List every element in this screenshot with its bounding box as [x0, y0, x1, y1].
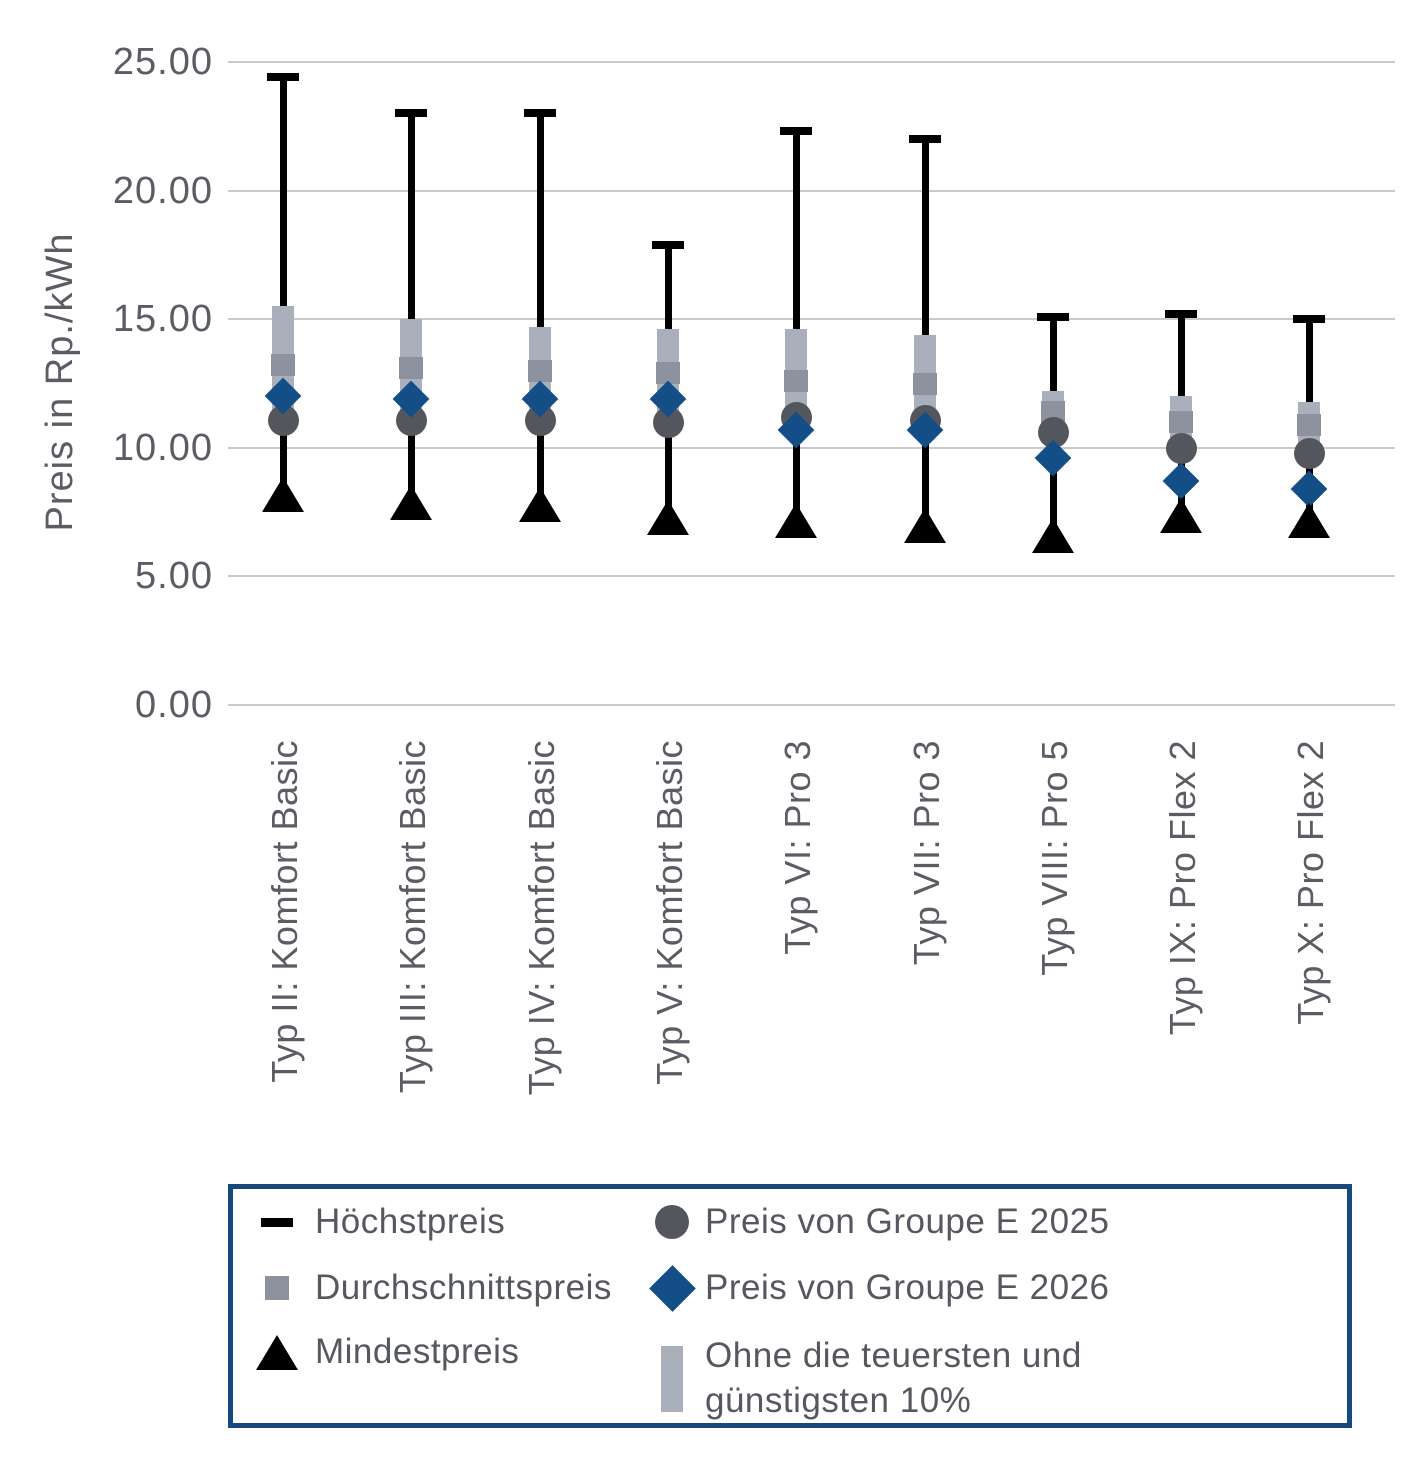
x-category-label: Typ VII: Pro 3 — [905, 740, 947, 966]
min-triangle-marker — [518, 487, 561, 523]
x-category-label: Typ IX: Pro Flex 2 — [1162, 740, 1204, 1036]
legend-label-durchschnittspreis: Durchschnittspreis — [315, 1268, 612, 1307]
band-icon — [661, 1346, 683, 1412]
gridline — [228, 189, 1395, 192]
y-tick-label: 5.00 — [135, 555, 213, 598]
y-tick-label: 25.00 — [112, 41, 213, 83]
whisker-cap — [1165, 310, 1198, 319]
min-triangle-marker — [1288, 502, 1331, 538]
avg-square-marker — [399, 357, 424, 380]
avg-square-marker — [1169, 411, 1194, 434]
x-category-label: Typ II: Komfort Basic — [264, 740, 305, 1083]
whisker-cap — [780, 127, 813, 136]
price-2026-marker — [649, 380, 687, 418]
price-2025-marker — [1166, 432, 1198, 464]
avg-square-marker — [1297, 413, 1322, 436]
diamond-icon — [649, 1265, 696, 1312]
whisker-cap — [267, 73, 299, 82]
x-category-label: Typ VIII: Pro 5 — [1033, 740, 1075, 976]
min-triangle-marker — [262, 477, 304, 513]
legend-label-preis-2025: Preis von Groupe E 2025 — [705, 1202, 1110, 1241]
price-2026-marker — [1034, 439, 1072, 477]
min-triangle-marker — [646, 500, 689, 536]
x-category-label: Typ VI: Pro 3 — [777, 740, 819, 955]
min-triangle-marker — [903, 507, 946, 543]
whisker-line — [536, 113, 544, 521]
price-2026-marker — [1162, 462, 1200, 500]
circle-icon — [655, 1205, 689, 1239]
legend-label-preis-2026: Preis von Groupe E 2026 — [705, 1268, 1110, 1307]
x-category-label: Typ IV: Komfort Basic — [520, 740, 562, 1096]
min-triangle-marker — [390, 484, 433, 520]
dash-icon — [261, 1218, 293, 1227]
whisker-cap — [395, 109, 428, 118]
gridline — [228, 446, 1395, 449]
legend-label-ohne-10-prozent: Ohne die teuersten und günstigsten 10% — [705, 1336, 1082, 1420]
min-triangle-marker — [775, 502, 818, 538]
whisker-cap — [523, 109, 556, 118]
price-2026-marker — [264, 377, 302, 415]
whisker-cap — [651, 240, 684, 249]
y-tick-label: 0.00 — [135, 684, 213, 726]
min-triangle-marker — [1160, 497, 1203, 533]
whisker-line — [408, 113, 416, 518]
gridline — [228, 575, 1395, 578]
legend: Höchstpreis Durchschnittspreis Mindestpr… — [228, 1184, 1352, 1428]
price-2026-marker — [1291, 470, 1328, 508]
whisker-line — [280, 77, 287, 511]
avg-square-marker — [271, 354, 295, 377]
x-category-label: Typ X: Pro Flex 2 — [1290, 740, 1332, 1025]
y-tick-label: 20.00 — [112, 169, 213, 212]
avg-square-marker — [1040, 400, 1065, 423]
price-2025-marker — [1294, 437, 1326, 469]
min-triangle-marker — [1031, 518, 1074, 554]
y-tick-label: 15.00 — [112, 298, 213, 341]
legend-label-hoechstpreis: Höchstpreis — [315, 1202, 506, 1241]
avg-square-marker — [784, 369, 809, 392]
gridline — [228, 61, 1395, 63]
y-tick-label: 10.00 — [112, 426, 213, 469]
square-icon — [265, 1276, 289, 1300]
y-axis-title: Preis in Rp./kWh — [39, 232, 81, 532]
whisker-cap — [1036, 312, 1069, 321]
gridline — [228, 704, 1395, 706]
triangle-icon — [256, 1335, 298, 1370]
whisker-cap — [1293, 315, 1326, 324]
gridline — [228, 318, 1395, 321]
avg-square-marker — [527, 359, 552, 382]
avg-square-marker — [655, 362, 680, 385]
whisker-cap — [908, 135, 941, 144]
x-category-label: Typ V: Komfort Basic — [648, 740, 690, 1085]
legend-label-mindestpreis: Mindestpreis — [315, 1332, 520, 1371]
avg-square-marker — [912, 372, 937, 395]
x-category-label: Typ III: Komfort Basic — [392, 740, 434, 1094]
